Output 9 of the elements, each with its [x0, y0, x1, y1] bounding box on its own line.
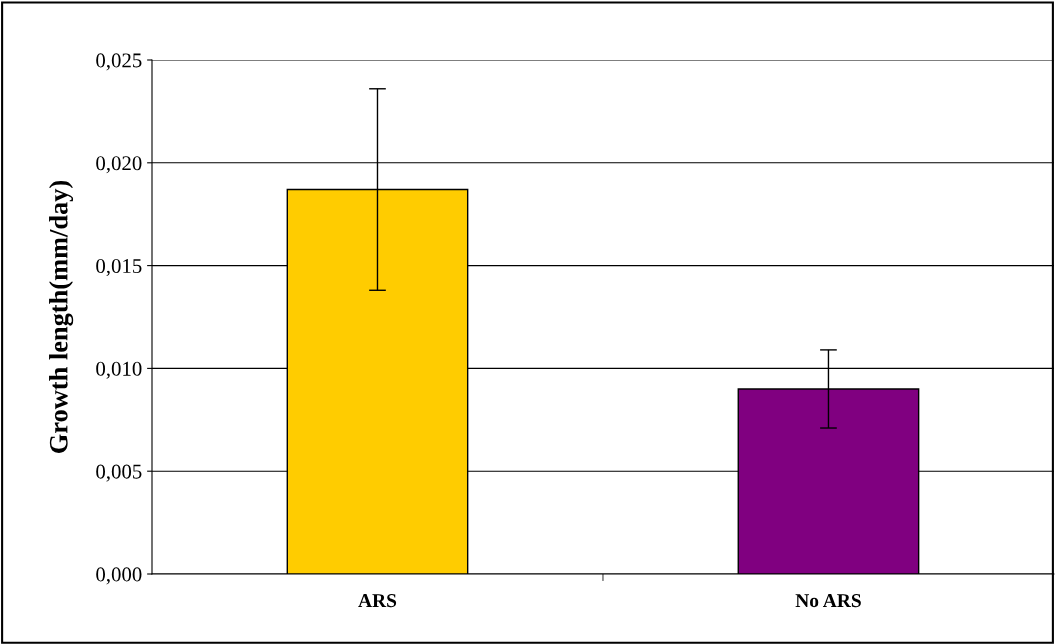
y-tick-label: 0,025 [96, 53, 142, 71]
x-tick-label: ARS [358, 594, 397, 608]
y-axis-title: Growth length(mm/day) [49, 180, 74, 453]
y-tick-label: 0,015 [96, 258, 142, 277]
y-tick-label: 0,020 [96, 156, 142, 174]
y-tick-label: 0,000 [96, 567, 142, 585]
y-tick-label: 0,010 [96, 361, 142, 379]
y-tick-label: 0,005 [96, 464, 142, 482]
x-tick-label: No ARS [795, 594, 861, 608]
